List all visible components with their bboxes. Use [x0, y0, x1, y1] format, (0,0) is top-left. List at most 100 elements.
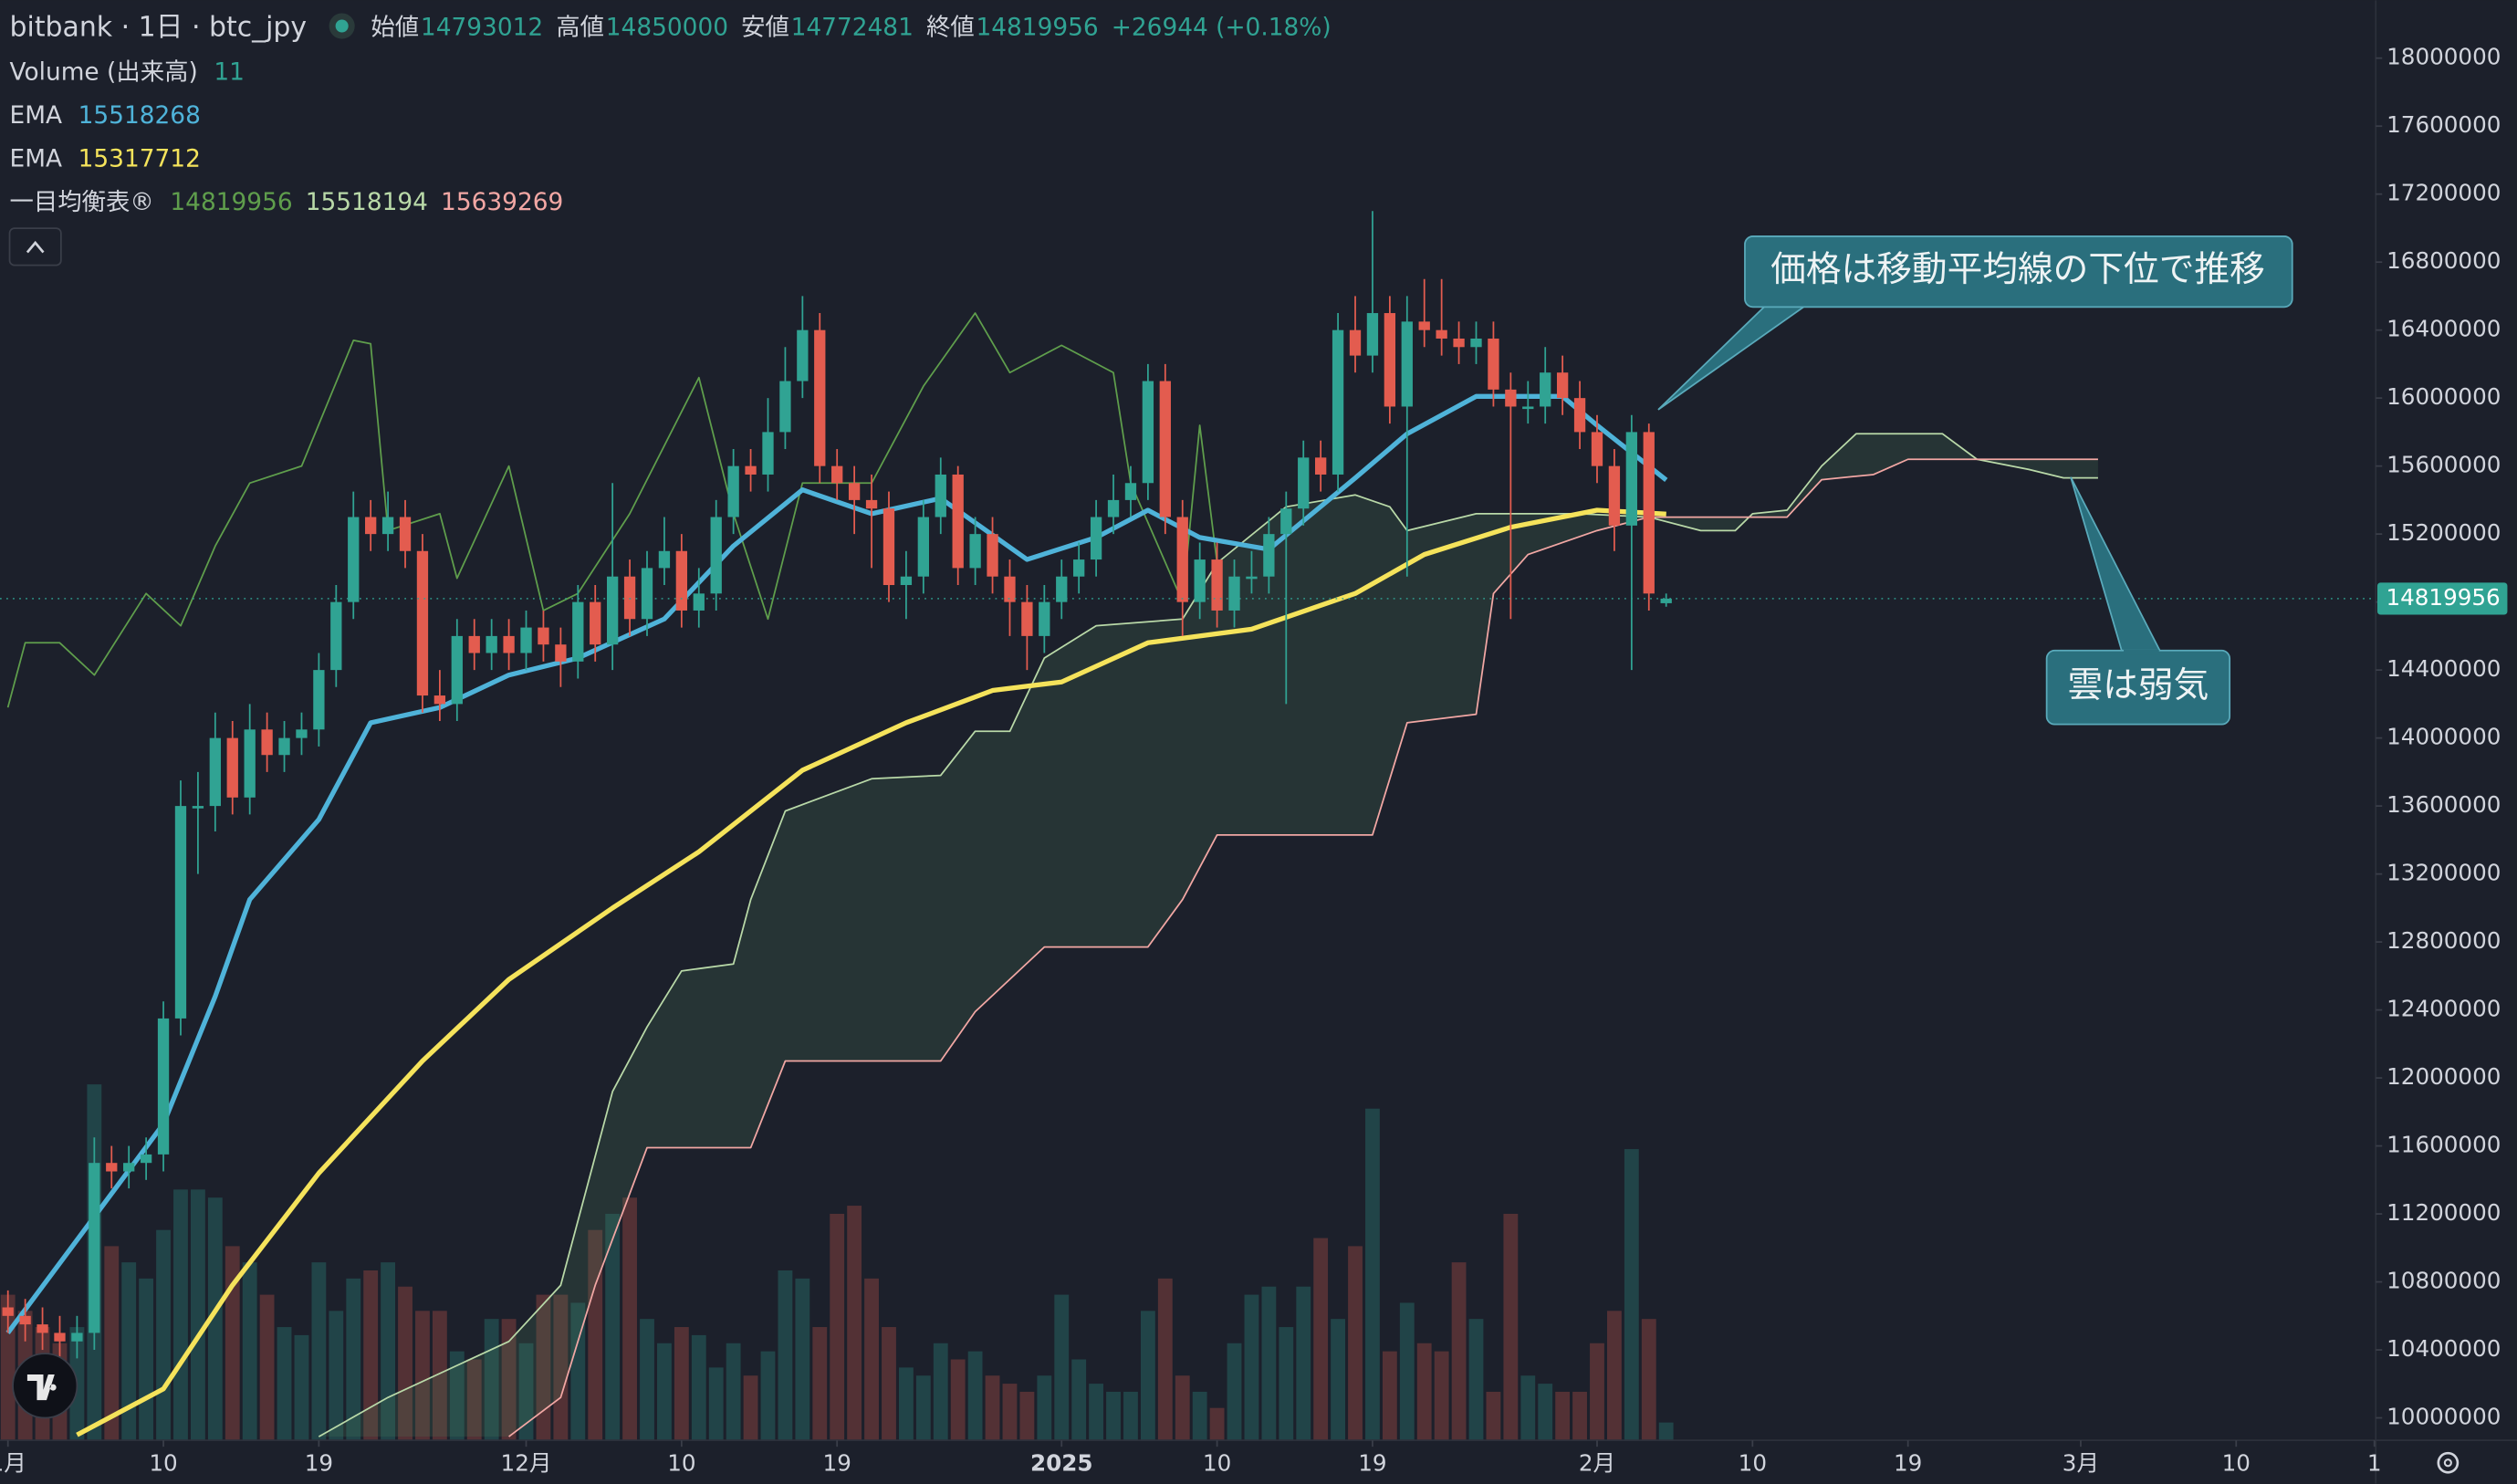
- candle-body: [1176, 517, 1188, 602]
- candle-body: [641, 568, 653, 620]
- volume-bar: [950, 1359, 966, 1441]
- candle-body: [261, 729, 273, 756]
- volume-bar: [812, 1327, 828, 1441]
- volume-bar: [501, 1319, 517, 1441]
- x-tick-label: 19: [823, 1450, 851, 1477]
- candle-body: [1124, 483, 1137, 500]
- volume-bar: [277, 1327, 292, 1441]
- candle-body: [1211, 559, 1223, 611]
- volume-bar: [536, 1294, 551, 1441]
- candle-body: [1643, 432, 1655, 594]
- volume-bar: [553, 1294, 569, 1441]
- x-tick-label: 2025: [1030, 1450, 1093, 1477]
- candle-body: [37, 1324, 48, 1333]
- candle-body: [1039, 601, 1050, 636]
- candle-body: [1522, 406, 1534, 410]
- volume-bar: [830, 1213, 845, 1441]
- candle-body: [1401, 321, 1413, 407]
- volume-bar: [1313, 1238, 1329, 1441]
- price-tag: [2376, 582, 2508, 615]
- volume-bar: [657, 1343, 672, 1441]
- volume-bar: [242, 1262, 257, 1441]
- volume-bar: [588, 1229, 603, 1441]
- y-tick-label: 10000000: [2386, 1404, 2501, 1430]
- candle-body: [140, 1154, 152, 1164]
- y-tick-label: 12000000: [2386, 1063, 2501, 1090]
- candle-body: [1453, 338, 1465, 348]
- candle-body: [1228, 576, 1240, 611]
- candle-body: [1298, 457, 1310, 509]
- candle-body: [157, 1018, 170, 1155]
- volume-bar: [1296, 1286, 1311, 1441]
- candle-body: [969, 534, 981, 569]
- volume-bar: [1590, 1343, 1604, 1441]
- x-tick-label: 12月: [501, 1450, 552, 1477]
- volume-bar: [1192, 1391, 1207, 1441]
- candle-body: [1540, 372, 1551, 407]
- x-tick-label: 19: [305, 1450, 333, 1477]
- axes: 1000000010400000108000001120000011600000…: [0, 44, 2508, 1477]
- ichimoku-line: [508, 458, 2098, 1437]
- y-tick-label: 14000000: [2386, 724, 2501, 750]
- volume-bar: [967, 1351, 983, 1441]
- candle-body: [779, 381, 791, 433]
- candle-body: [520, 627, 532, 653]
- volume-bar: [311, 1262, 327, 1441]
- candle-body: [538, 627, 549, 645]
- candle-body: [1505, 389, 1517, 407]
- volume-bar: [1019, 1391, 1035, 1441]
- candle-body: [106, 1163, 118, 1172]
- volume-bar: [190, 1189, 205, 1441]
- collapse-button[interactable]: [8, 227, 62, 266]
- volume-bar: [346, 1278, 361, 1441]
- y-tick-label: 13200000: [2386, 860, 2501, 886]
- candle-body: [1418, 321, 1430, 330]
- volume-bar: [622, 1197, 637, 1441]
- volume-bar: [1572, 1391, 1587, 1441]
- candle-body: [1056, 576, 1068, 602]
- volume-bar: [1244, 1294, 1259, 1441]
- volume-bar: [1123, 1391, 1138, 1441]
- volume-bar: [259, 1294, 275, 1441]
- candle-body: [865, 499, 878, 509]
- candle-body: [278, 737, 290, 756]
- ohlc-value: 14793012: [421, 14, 543, 41]
- volume-bar: [1348, 1246, 1363, 1441]
- candle-body: [209, 737, 221, 807]
- candle-body: [1384, 313, 1396, 407]
- legend-name: EMA: [10, 145, 62, 172]
- y-tick-label: 17600000: [2386, 111, 2501, 138]
- change-value: +26944 (+0.18%): [1112, 14, 1332, 41]
- candle-body: [1246, 576, 1258, 580]
- legend-row: Volume (出来高) 11: [10, 58, 245, 86]
- volume-bar: [104, 1246, 120, 1441]
- candle-body: [987, 534, 998, 577]
- candle-body: [1263, 534, 1275, 577]
- ohlc-value: 14819956: [976, 14, 1098, 41]
- volume-bar: [605, 1213, 621, 1441]
- candle-body: [1090, 517, 1102, 560]
- volume-bar: [1606, 1311, 1622, 1441]
- candle-body: [762, 432, 774, 475]
- y-tick-label: 17200000: [2386, 180, 2501, 206]
- volume-bar: [449, 1351, 465, 1441]
- candle-body: [883, 508, 895, 586]
- volume-bar: [1261, 1286, 1277, 1441]
- ohlc-label: 始値: [371, 14, 419, 41]
- volume-bar: [640, 1319, 654, 1441]
- volume-bar: [1399, 1302, 1415, 1441]
- volume-bar: [432, 1311, 447, 1441]
- volume-bar: [882, 1327, 896, 1441]
- volume-bar: [156, 1229, 171, 1441]
- candle-body: [1314, 457, 1327, 475]
- y-tick-label: 11200000: [2386, 1199, 2501, 1226]
- settings-icon[interactable]: [2437, 1451, 2460, 1474]
- candle-body: [451, 635, 463, 705]
- volume-bar: [1227, 1343, 1242, 1441]
- legend: bitbank · 1日 · btc_jpy 始値 14793012 高値 148500…: [10, 11, 1332, 216]
- candle-body: [89, 1163, 100, 1333]
- x-tick-label: 10: [1739, 1450, 1767, 1477]
- candle-body: [381, 517, 394, 535]
- x-tick-label: 19: [1358, 1450, 1386, 1477]
- ema-line: [76, 507, 1666, 1437]
